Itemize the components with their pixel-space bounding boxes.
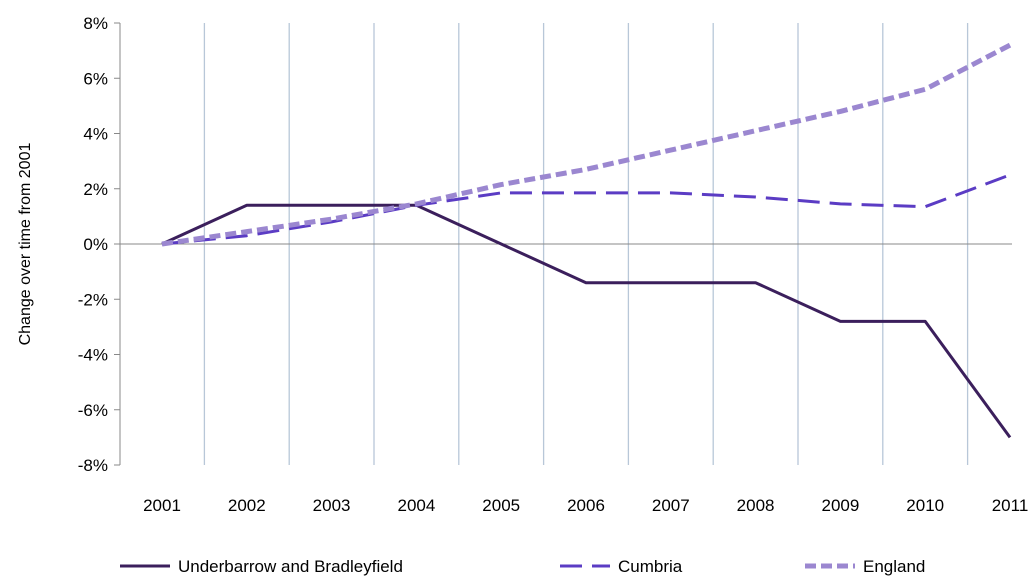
x-tick-label: 2003 xyxy=(313,496,351,515)
x-tick-label: 2007 xyxy=(652,496,690,515)
y-tick-labels: 8% 6% 4% 2% 0% -2% -4% -6% -8% xyxy=(78,14,120,475)
series-line-england xyxy=(161,42,1012,247)
y-tick-label: -4% xyxy=(78,346,108,365)
x-tick-label: 2009 xyxy=(821,496,859,515)
series-line-underbarrow-and-bradleyfield xyxy=(161,203,1012,439)
x-tick-label: 2008 xyxy=(737,496,775,515)
y-tick-label: 4% xyxy=(83,125,108,144)
x-tick-label: 2005 xyxy=(482,496,520,515)
y-tick-label: -2% xyxy=(78,290,108,309)
legend-label: Cumbria xyxy=(618,557,683,576)
y-tick-label: -6% xyxy=(78,401,108,420)
x-tick-label: 2011 xyxy=(992,496,1029,515)
x-tick-label: 2001 xyxy=(143,496,181,515)
series-lines xyxy=(161,42,1012,439)
axes xyxy=(119,23,1012,465)
x-tick-label: 2006 xyxy=(567,496,605,515)
x-tick-label: 2010 xyxy=(906,496,944,515)
y-tick-label: -8% xyxy=(78,456,108,475)
y-tick-label: 8% xyxy=(83,14,108,33)
y-axis-label: Change over time from 2001 xyxy=(17,143,34,346)
series-line-cumbria xyxy=(161,173,1011,246)
x-tick-labels: 2001 2002 2003 2004 2005 2006 2007 2008 2009 2010… xyxy=(143,496,1028,515)
y-tick-label: 6% xyxy=(83,69,108,88)
y-tick-label: 2% xyxy=(83,180,108,199)
legend: Underbarrow and Bradleyfield Cumbria Engla… xyxy=(120,557,925,576)
legend-label: England xyxy=(863,557,925,576)
legend-label: Underbarrow and Bradleyfield xyxy=(178,557,403,576)
x-tick-label: 2002 xyxy=(228,496,266,515)
y-tick-label: 0% xyxy=(83,235,108,254)
x-tick-label: 2004 xyxy=(397,496,435,515)
